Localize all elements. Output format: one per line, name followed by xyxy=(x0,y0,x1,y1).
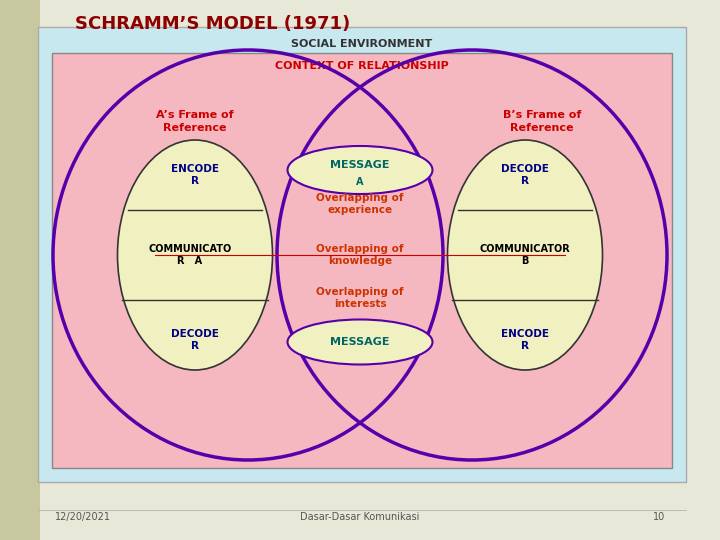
Bar xyxy=(38,27,686,482)
Text: COMMUNICATOR
B: COMMUNICATOR B xyxy=(480,244,570,266)
Bar xyxy=(52,53,672,468)
Text: A’s Frame of
Reference: A’s Frame of Reference xyxy=(156,110,234,133)
Text: Overlapping of
knowledge: Overlapping of knowledge xyxy=(316,244,404,266)
Text: 10: 10 xyxy=(653,512,665,522)
Ellipse shape xyxy=(448,140,603,370)
Text: A: A xyxy=(356,177,364,187)
Text: ENCODE
R: ENCODE R xyxy=(501,329,549,351)
Text: 12/20/2021: 12/20/2021 xyxy=(55,512,111,522)
Text: CONTEXT OF RELATIONSHIP: CONTEXT OF RELATIONSHIP xyxy=(275,61,449,71)
Text: COMMUNICATO
R   A: COMMUNICATO R A xyxy=(148,244,232,266)
Text: MESSAGE: MESSAGE xyxy=(330,337,390,347)
Ellipse shape xyxy=(287,320,433,365)
Text: SOCIAL ENVIRONMENT: SOCIAL ENVIRONMENT xyxy=(292,39,433,49)
Ellipse shape xyxy=(117,140,272,370)
Text: SCHRAMM’S MODEL (1971): SCHRAMM’S MODEL (1971) xyxy=(75,15,350,33)
Text: DECODE
R: DECODE R xyxy=(501,164,549,186)
Text: B’s Frame of
Reference: B’s Frame of Reference xyxy=(503,110,581,133)
Text: Overlapping of
interests: Overlapping of interests xyxy=(316,287,404,309)
Text: Dasar-Dasar Komunikasi: Dasar-Dasar Komunikasi xyxy=(300,512,420,522)
Text: ENCODE
R: ENCODE R xyxy=(171,164,219,186)
Bar xyxy=(0,0,40,540)
Text: DECODE
R: DECODE R xyxy=(171,329,219,351)
Text: Overlapping of
experience: Overlapping of experience xyxy=(316,193,404,215)
Ellipse shape xyxy=(287,146,433,194)
Text: MESSAGE: MESSAGE xyxy=(330,160,390,170)
